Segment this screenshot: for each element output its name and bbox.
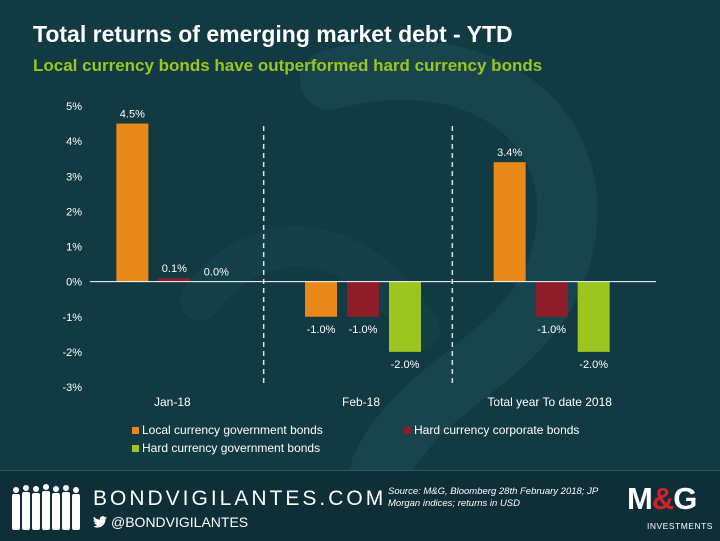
data-label: -2.0% [391, 359, 420, 371]
bar [389, 281, 421, 352]
y-tick-label: 4% [66, 136, 82, 148]
twitter-handle: @BONDVIGILANTES [111, 514, 249, 530]
x-axis: Jan-18 Feb-18 Total year To date 2018 [90, 281, 656, 409]
y-tick-label: 5% [66, 101, 82, 113]
twitter-handle-row[interactable]: @BONDVIGILANTES [93, 514, 248, 530]
source-note: Source: M&G, Bloomberg 28th February 201… [388, 486, 598, 509]
y-tick-label: -1% [62, 312, 82, 324]
legend-item: Hard currency government bonds [132, 441, 320, 455]
logo-mark: M&G [627, 481, 697, 516]
y-axis: 5% 4% 3% 2% 1% 0% -1% -2% -3% [62, 101, 82, 394]
data-label: -1.0% [537, 324, 566, 336]
bar [116, 123, 149, 282]
brand-name: BONDVIGILANTES.COM [93, 487, 387, 510]
twitter-bird-icon [93, 516, 107, 528]
x-tick-label: Jan-18 [154, 395, 191, 409]
data-labels: 4.5% 0.1% 0.0% -1.0% -1.0% -2.0% 3.4% -1.0% -2.0… [120, 109, 608, 371]
logo-subtext: INVESTMENTS [647, 521, 713, 531]
chart-title: Total returns of emerging market debt - … [33, 21, 513, 47]
bar [577, 281, 610, 352]
data-label: -2.0% [579, 359, 608, 371]
data-label: 3.4% [497, 147, 522, 159]
bar [347, 281, 379, 317]
x-tick-label: Feb-18 [342, 395, 380, 409]
legend-label: Local currency government bonds [142, 423, 323, 437]
legend-swatch [404, 426, 411, 434]
y-tick-label: 3% [66, 171, 82, 183]
bar [535, 281, 568, 317]
data-label: 4.5% [120, 109, 145, 121]
bar [158, 278, 191, 282]
y-tick-label: -3% [62, 382, 82, 394]
y-tick-label: 2% [66, 206, 82, 218]
data-label: -1.0% [349, 324, 378, 336]
footer: BONDVIGILANTES.COM @BONDVIGILANTES Sourc… [0, 470, 720, 541]
y-tick-label: 1% [66, 242, 82, 254]
data-label: 0.1% [162, 263, 187, 275]
data-label: 0.0% [204, 267, 229, 279]
x-tick-label: Total year To date 2018 [487, 395, 612, 409]
chart-subtitle: Local currency bonds have outperformed h… [33, 56, 543, 75]
people-silhouette-icon [12, 484, 80, 530]
group-separators [262, 126, 454, 387]
y-tick-label: -2% [62, 347, 82, 359]
legend-label: Hard currency corporate bonds [414, 423, 580, 437]
mg-investments-logo: M&G INVESTMENTS [625, 481, 713, 537]
y-tick-label: 0% [66, 277, 82, 289]
bar [305, 281, 337, 317]
legend-item: Local currency government bonds [132, 423, 323, 437]
bar [493, 162, 526, 282]
legend-label: Hard currency government bonds [142, 441, 321, 455]
bars [116, 123, 610, 352]
legend-item: Hard currency corporate bonds [404, 423, 579, 437]
legend-swatch [132, 444, 139, 452]
data-label: -1.0% [307, 324, 336, 336]
bar-chart: 5% 4% 3% 2% 1% 0% -1% -2% -3% 4.5% 0.1% 0.0% -1.0% -… [62, 101, 656, 409]
legend-swatch [132, 426, 139, 434]
